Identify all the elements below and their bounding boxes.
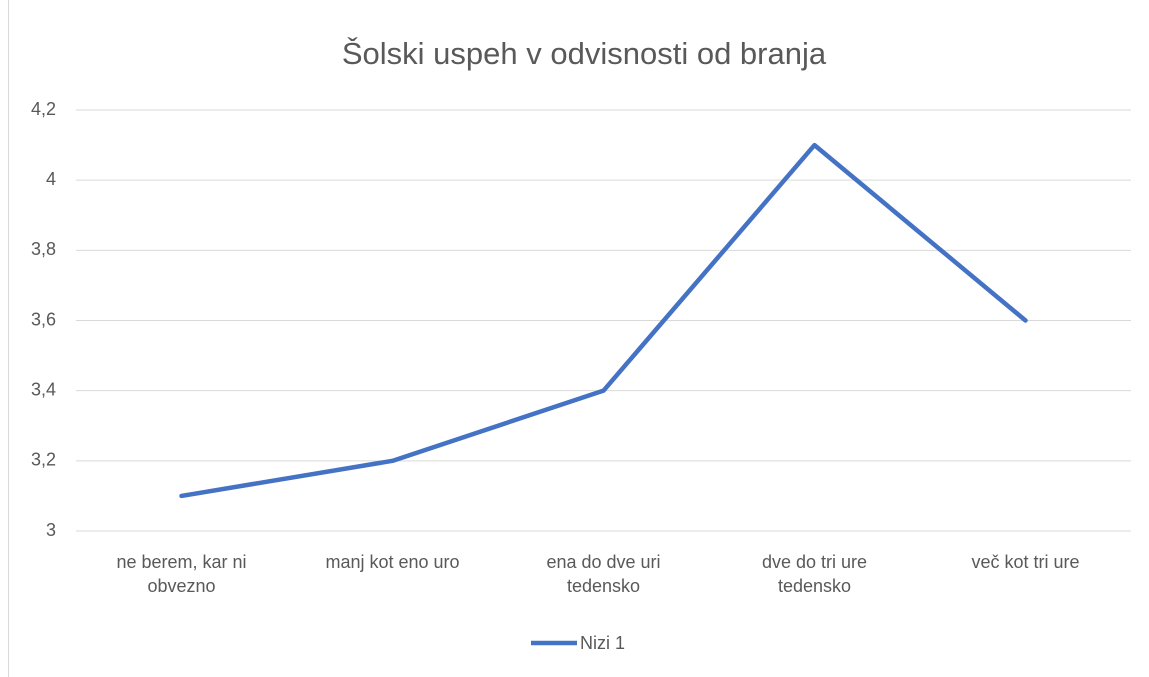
y-tick-label: 4,2 — [31, 99, 56, 119]
legend-label: Nizi 1 — [580, 633, 625, 653]
x-tick-label: več kot tri ure — [971, 552, 1080, 572]
x-tick-label: manj kot eno uro — [325, 552, 460, 572]
x-tick-label: ne berem, kar ni obvezno — [116, 552, 247, 596]
y-tick-label: 3,2 — [31, 450, 56, 470]
x-tick-label: dve do tri ure tedensko — [761, 552, 868, 596]
y-tick-label: 4 — [46, 169, 56, 189]
series-line — [179, 142, 1028, 499]
chart-border — [8, 0, 9, 677]
y-tick-label: 3 — [46, 520, 56, 540]
y-tick-label: 3,6 — [31, 309, 56, 329]
y-tick-label: 3,8 — [31, 239, 56, 259]
x-tick-label: ena do dve uri tedensko — [546, 552, 661, 596]
y-tick-label: 3,4 — [31, 379, 56, 399]
chart-title: Šolski uspeh v odvisnosti od branja — [342, 36, 827, 71]
